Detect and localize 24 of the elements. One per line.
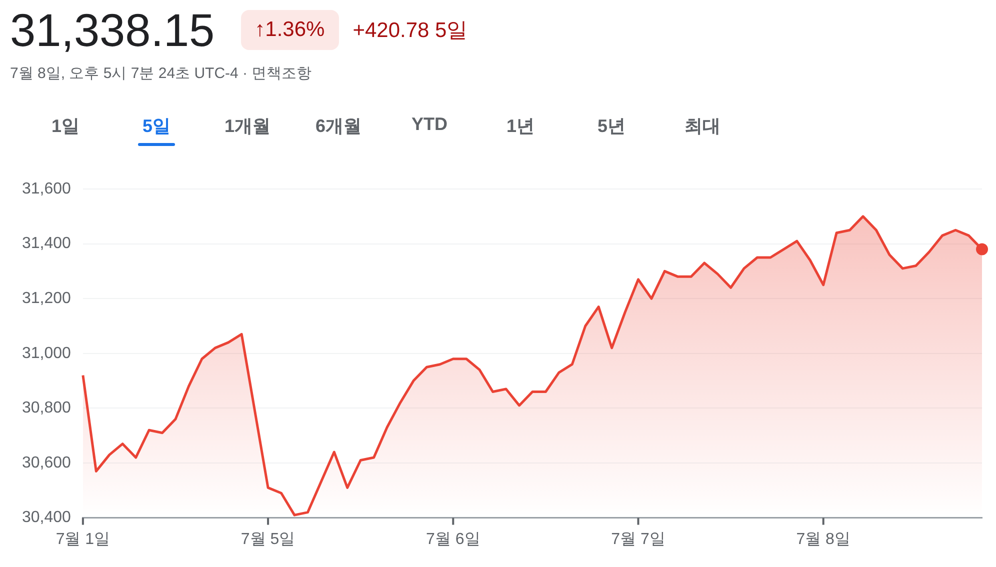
y-tick-label: 30,600 bbox=[22, 454, 72, 472]
y-tick-label: 31,600 bbox=[22, 180, 72, 198]
y-tick-label: 30,800 bbox=[22, 400, 72, 417]
x-tick-label: 7월 1일 bbox=[56, 530, 110, 548]
x-tick-label: 7월 6일 bbox=[426, 530, 480, 548]
text: 최대 bbox=[684, 115, 722, 138]
y-tick-label: 30,400 bbox=[22, 509, 72, 526]
text: +420.78 5일 bbox=[352, 18, 468, 44]
x-tick-label: 7월 5일 bbox=[240, 530, 296, 548]
y-tick-label: 31,200 bbox=[22, 290, 72, 308]
text: 1년 bbox=[505, 115, 536, 138]
text: ↑1.36% bbox=[240, 10, 339, 50]
y-tick-label: 31,400 bbox=[22, 235, 72, 252]
text: 5년 bbox=[596, 115, 626, 138]
y-tick-label: 31,000 bbox=[22, 344, 72, 362]
text: 1개월 bbox=[223, 115, 272, 138]
x-tick-label: 7월 8일 bbox=[796, 530, 850, 548]
text: YTD bbox=[410, 114, 448, 136]
text: 1일 bbox=[50, 115, 80, 138]
chart-subtitle: 7월 8일, 오후 5시 7분 24초 UTC-4 · 면책조항 bbox=[10, 64, 312, 83]
chart-title: 31,338.15 bbox=[10, 3, 215, 57]
text: 5일 bbox=[111, 114, 202, 146]
x-tick-label: 7월 7일 bbox=[611, 530, 666, 548]
text: 6개월 bbox=[314, 115, 362, 138]
